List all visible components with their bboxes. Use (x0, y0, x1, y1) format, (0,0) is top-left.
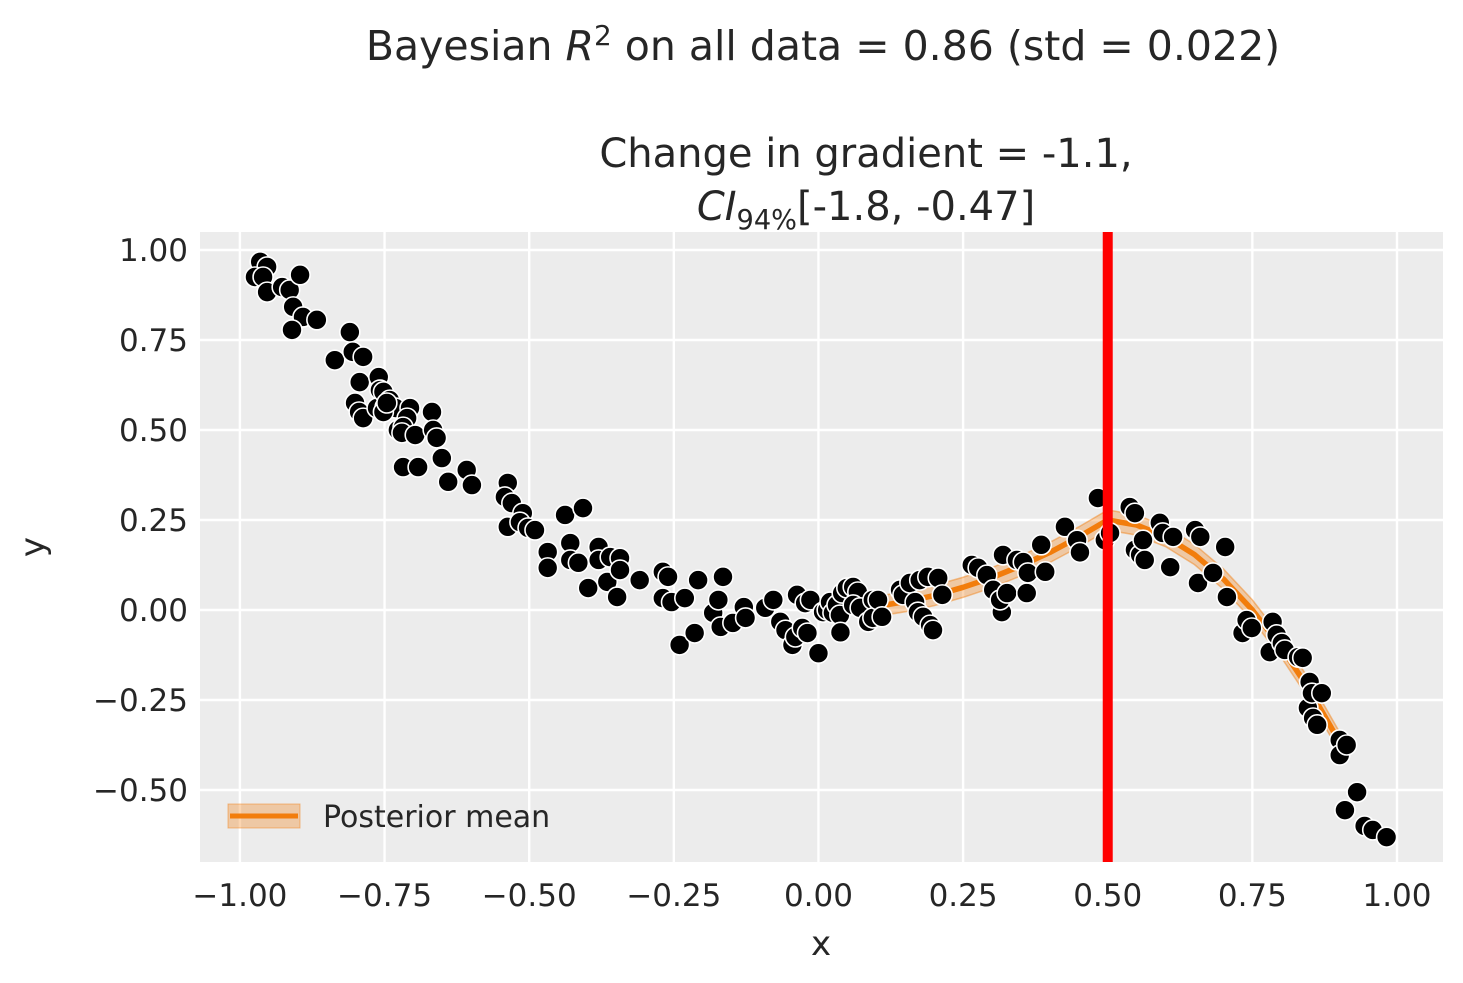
scatter-point (1334, 799, 1356, 821)
y-tick-label: −0.50 (93, 773, 188, 809)
scatter-point (609, 559, 631, 581)
scatter-point (1034, 561, 1057, 583)
tick-label-layer: −1.00 −0.75 −0.50 −0.25 0.00 0.25 0.50 0.75 1.00… (93, 233, 1432, 914)
scatter-point (922, 619, 944, 641)
scatter-point (567, 552, 590, 574)
scatter-point (829, 621, 852, 644)
legend: Posterior mean (227, 800, 550, 835)
plot-area (200, 232, 1443, 862)
scatter-point (1375, 826, 1398, 848)
scatter-point (1214, 536, 1236, 558)
chart-subtitle-line2: CI94%[-1.8, -0.47] (697, 184, 1035, 236)
scatter-point (461, 474, 483, 496)
scatter-point (407, 456, 429, 478)
scatter-point (572, 497, 594, 519)
y-tick-label: 0.75 (119, 323, 188, 359)
chart-title: Bayesian R2 on all data = 0.86 (std = 0.… (366, 19, 1280, 70)
scatter-point (421, 401, 443, 423)
x-tick-label: 0.75 (1218, 878, 1287, 914)
x-tick-label: 0.00 (784, 878, 853, 914)
scatter-point (1133, 549, 1156, 571)
x-tick-label: 0.25 (929, 878, 998, 914)
x-tick-label: 0.50 (1073, 878, 1142, 914)
scatter-point (1335, 734, 1358, 756)
y-tick-label: −0.25 (93, 683, 188, 719)
y-tick-label: 0.25 (119, 503, 188, 539)
scatter-point (1202, 562, 1224, 584)
scatter-point (425, 427, 448, 449)
x-tick-label: −0.75 (337, 878, 432, 914)
scatter-point (674, 587, 696, 609)
scatter-point (807, 642, 830, 665)
scatter-point (536, 557, 559, 579)
scatter-point (668, 634, 691, 656)
scatter-point (1054, 516, 1076, 538)
x-tick-label: −0.25 (626, 878, 721, 914)
legend-label: Posterior mean (323, 800, 550, 835)
scatter-point (437, 471, 459, 493)
scatter-point (931, 584, 954, 606)
scatter-point (577, 577, 600, 599)
scatter-point (996, 582, 1018, 604)
scatter-point (289, 264, 311, 286)
scatter-point (1306, 714, 1328, 736)
scatter-point (281, 319, 303, 341)
scatter-point (1030, 534, 1053, 556)
scatter-point (1216, 586, 1238, 608)
scatter-point (1132, 529, 1154, 551)
scatter-point (796, 622, 819, 644)
scatter-point (306, 309, 328, 331)
scatter-point (1069, 541, 1091, 564)
x-tick-label: −0.50 (482, 878, 577, 914)
scatter-point (707, 589, 730, 611)
scatter-point (1310, 682, 1333, 704)
scatter-point (1162, 526, 1184, 548)
scatter-point (1187, 572, 1209, 594)
scatter-point (687, 569, 709, 591)
x-tick-label: −1.00 (192, 878, 287, 914)
scatter-point (871, 606, 893, 628)
chart-subtitle-line1: Change in gradient = -1.1, (599, 131, 1132, 177)
plot-background-layer (200, 232, 1443, 862)
scatter-point (734, 607, 757, 629)
y-tick-label: 1.00 (119, 233, 188, 269)
scatter-point (683, 622, 706, 644)
scatter-point (1124, 502, 1146, 524)
y-tick-label: 0.50 (119, 413, 188, 449)
scatter-point (348, 371, 371, 393)
x-axis-label: x (811, 924, 831, 964)
scatter-point (431, 447, 453, 469)
y-tick-label: 0.00 (119, 593, 188, 629)
y-axis-label: y (13, 537, 53, 557)
scatter-point (712, 566, 734, 588)
scatter-point (376, 392, 398, 414)
scatter-point (1015, 582, 1038, 604)
scatter-point (1159, 556, 1182, 578)
scatter-point (352, 346, 374, 368)
scatter-point (404, 424, 427, 446)
scatter-point (762, 589, 785, 611)
scatter-point (606, 586, 628, 608)
scatter-point (657, 566, 679, 588)
scatter-point (524, 519, 546, 541)
scatter-point (1291, 647, 1314, 669)
x-tick-label: 1.00 (1362, 878, 1431, 914)
scatter-point (1346, 781, 1368, 803)
scatter-point (628, 569, 651, 591)
scatter-point (1240, 617, 1263, 639)
title-layer: Bayesian R2 on all data = 0.86 (std = 0.… (366, 19, 1280, 236)
scatter-point (324, 349, 346, 371)
scatter-point (554, 504, 576, 526)
scatter-point (339, 321, 361, 343)
scatter-point (1189, 526, 1212, 548)
